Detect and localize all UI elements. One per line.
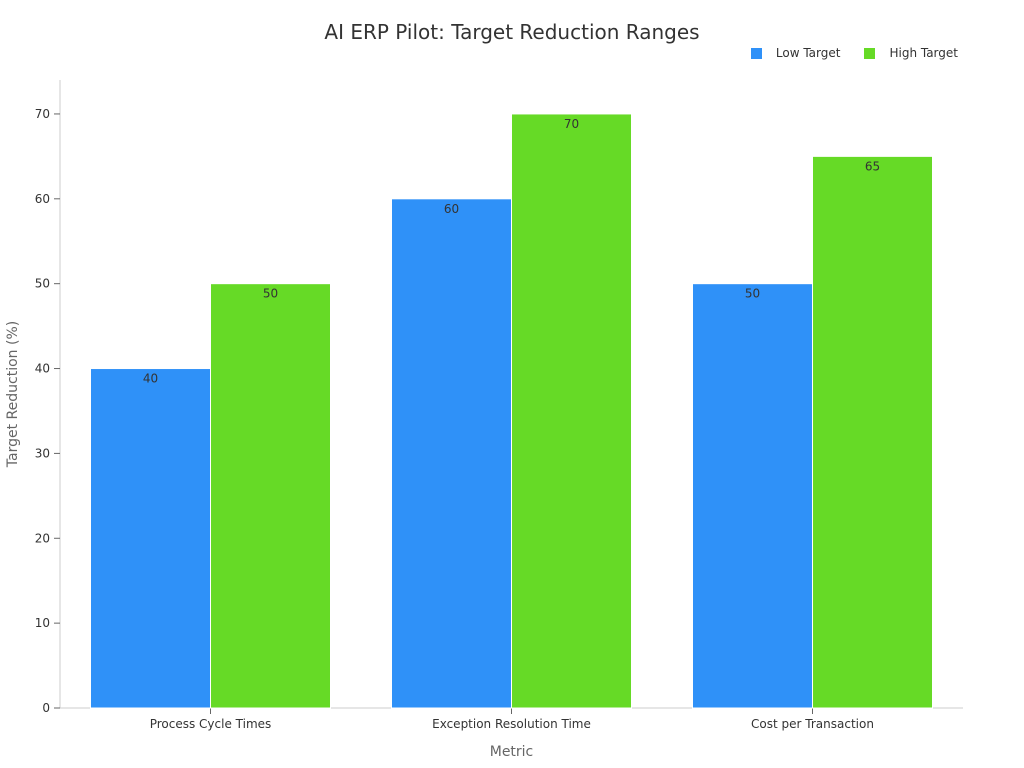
bar-low-target[interactable] <box>391 198 512 709</box>
y-tick-label: 40 <box>35 362 50 376</box>
x-tick-label: Process Cycle Times <box>150 717 272 731</box>
legend-swatch-low-target <box>750 47 762 59</box>
x-axis-label: Metric <box>490 744 534 760</box>
bar-high-target[interactable] <box>210 283 331 709</box>
legend-item-low-target[interactable]: Low Target <box>750 46 841 60</box>
y-tick-label: 10 <box>35 616 50 630</box>
y-tick-label: 60 <box>35 192 50 206</box>
legend: Low Target High Target <box>727 46 958 60</box>
bar-value-label: 65 <box>865 159 880 173</box>
x-tick-label: Cost per Transaction <box>751 717 874 731</box>
bar-high-target[interactable] <box>511 113 632 709</box>
bar-value-label: 70 <box>564 117 579 131</box>
bar-low-target[interactable] <box>692 283 813 709</box>
bar-value-label: 50 <box>745 287 760 301</box>
y-axis-label: Target Reduction (%) <box>5 321 21 468</box>
data-labels: 40 50 60 70 50 65 <box>143 117 880 386</box>
y-tick-label: 50 <box>35 277 50 291</box>
bars <box>90 113 933 709</box>
x-tick-label: Exception Resolution Time <box>432 717 591 731</box>
legend-label-low-target: Low Target <box>775 46 841 60</box>
bar-value-label: 40 <box>143 372 158 386</box>
chart-title: AI ERP Pilot: Target Reduction Ranges <box>324 20 700 44</box>
bar-value-label: 50 <box>263 287 278 301</box>
y-tick-label: 70 <box>35 107 50 121</box>
y-tick-label: 20 <box>35 531 50 545</box>
legend-item-high-target[interactable]: High Target <box>864 46 958 60</box>
y-tick-label: 0 <box>42 701 50 715</box>
bar-high-target[interactable] <box>812 155 933 709</box>
bar-value-label: 60 <box>444 202 459 216</box>
bar-low-target[interactable] <box>90 368 211 709</box>
y-tick-label: 30 <box>35 446 50 460</box>
legend-label-high-target: High Target <box>889 46 958 60</box>
legend-swatch-high-target <box>864 47 876 59</box>
